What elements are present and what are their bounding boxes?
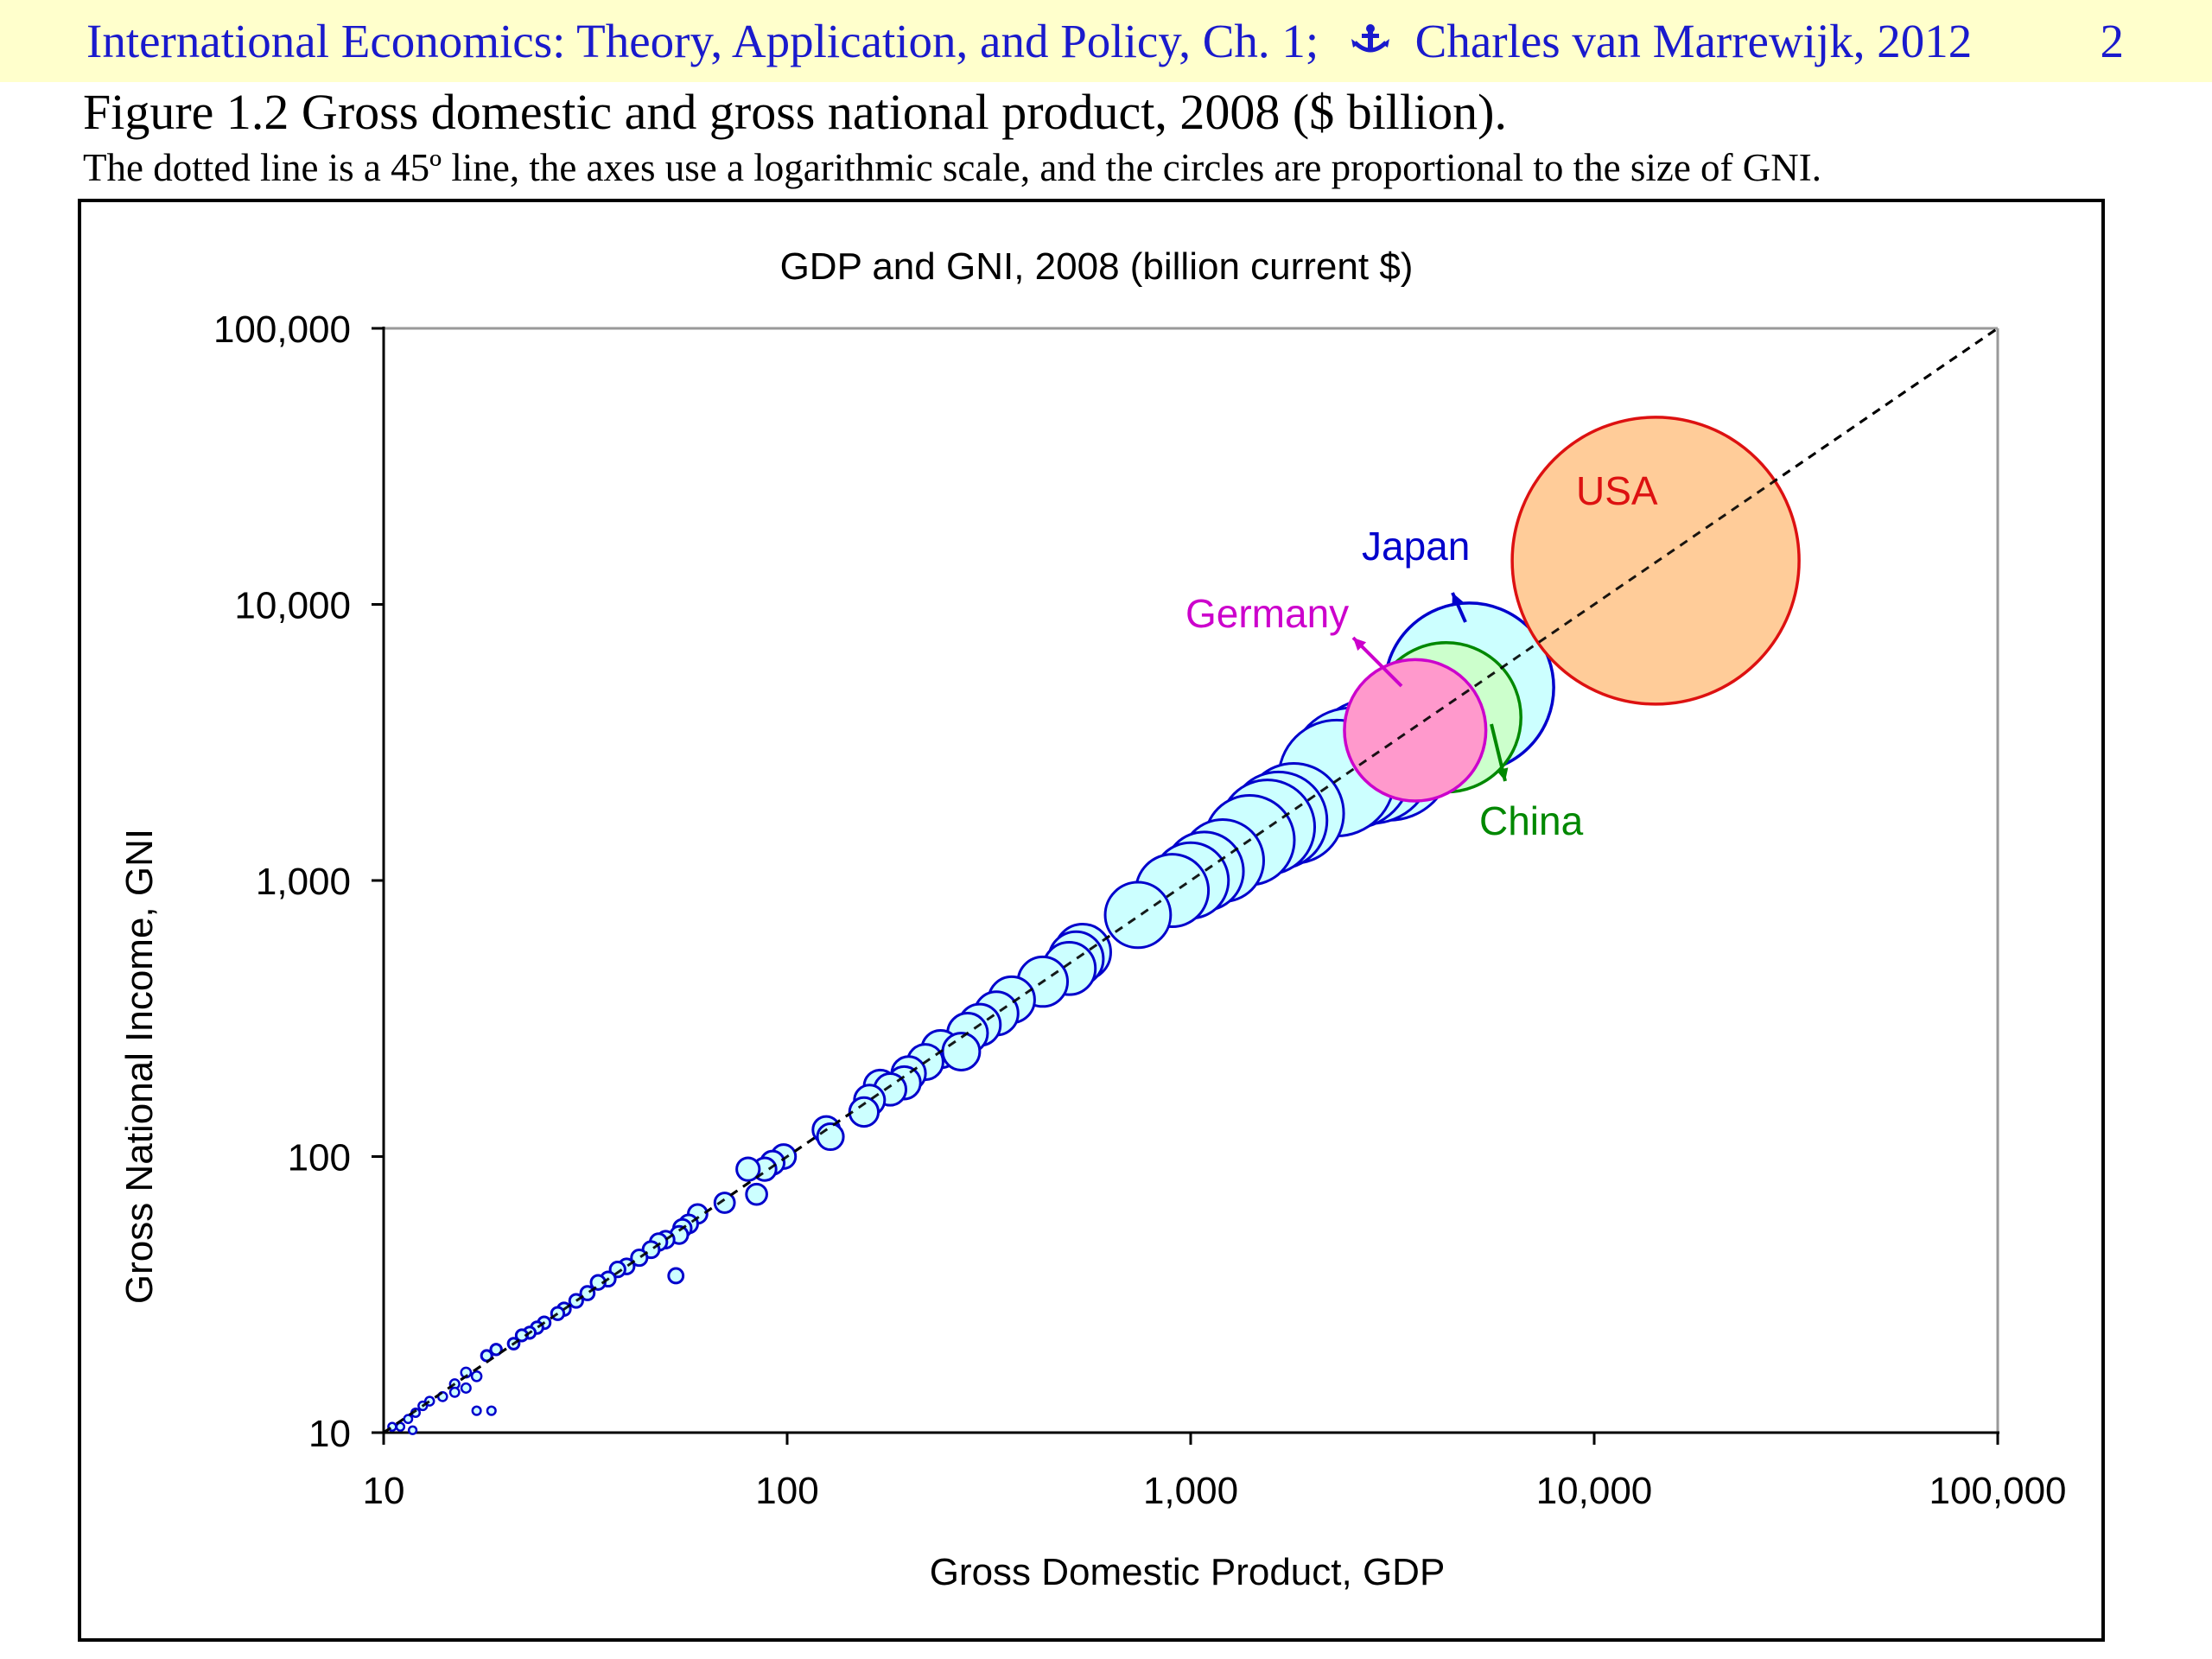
x-axis-label: Gross Domestic Product, GDP — [930, 1551, 1446, 1593]
label-japan: Japan — [1362, 524, 1470, 569]
anchor-icon — [1351, 24, 1389, 53]
header-bar: International Economics: Theory, Applica… — [0, 0, 2212, 82]
x-tick-label: 1,000 — [1143, 1470, 1238, 1512]
bubble-usa — [1510, 416, 1801, 706]
book-title: International Economics: Theory, Applica… — [86, 15, 1319, 67]
country-bubble — [448, 1386, 461, 1398]
y-axis-label: Gross National Income, GNI — [118, 829, 161, 1304]
x-tick-label: 100,000 — [1929, 1470, 2066, 1512]
header-left: International Economics: Theory, Applica… — [86, 14, 1972, 68]
country-bubble — [470, 1370, 483, 1382]
country-bubble — [486, 1405, 497, 1416]
chart-frame: GDP and GNI, 2008 (billion current $) Gr… — [78, 199, 2105, 1642]
label-china: China — [1479, 798, 1584, 843]
x-tick-label: 10 — [363, 1470, 405, 1512]
country-bubble — [489, 1343, 503, 1357]
arrow-germany-head — [1353, 638, 1367, 652]
bubble-chart: GDP and GNI, 2008 (billion current $) Gr… — [118, 245, 2067, 1593]
country-bubble — [667, 1267, 685, 1285]
country-bubble — [713, 1192, 736, 1214]
country-bubble — [848, 1096, 880, 1128]
country-bubble — [407, 1425, 418, 1435]
bubble-germany — [1343, 658, 1488, 803]
y-tick-label: 100 — [288, 1137, 351, 1179]
country-bubble — [471, 1405, 482, 1416]
y-tick-label: 10,000 — [234, 585, 351, 627]
country-bubble — [735, 1156, 761, 1182]
y-tick-label: 1,000 — [256, 861, 351, 903]
y-tick-label: 100,000 — [213, 308, 351, 351]
page-number: 2 — [2100, 15, 2125, 67]
y-tick-label: 10 — [308, 1413, 351, 1455]
author-year: Charles van Marrewijk, 2012 — [1414, 15, 1973, 67]
country-bubble — [403, 1414, 414, 1425]
x-tick-label: 10,000 — [1536, 1470, 1653, 1512]
chart-title: GDP and GNI, 2008 (billion current $) — [780, 245, 1414, 288]
country-bubble — [941, 1032, 982, 1071]
country-bubble — [460, 1382, 472, 1394]
figure-caption: The dotted line is a 45º line, the axes … — [83, 146, 1822, 189]
arrow-japan-head — [1452, 593, 1464, 607]
figure-title: Figure 1.2 Gross domestic and gross nati… — [83, 84, 1507, 140]
x-tick-label: 100 — [755, 1470, 818, 1512]
plot-area: 10 10 100 100 1,000 1,000 10,000 10,000 100,000 1… — [213, 308, 2067, 1512]
country-bubble — [816, 1122, 845, 1152]
country-bubble — [745, 1182, 768, 1206]
label-germany: Germany — [1185, 591, 1349, 636]
country-bubble — [1103, 880, 1173, 950]
arrow-china-head — [1496, 767, 1509, 781]
label-usa: USA — [1576, 468, 1658, 513]
